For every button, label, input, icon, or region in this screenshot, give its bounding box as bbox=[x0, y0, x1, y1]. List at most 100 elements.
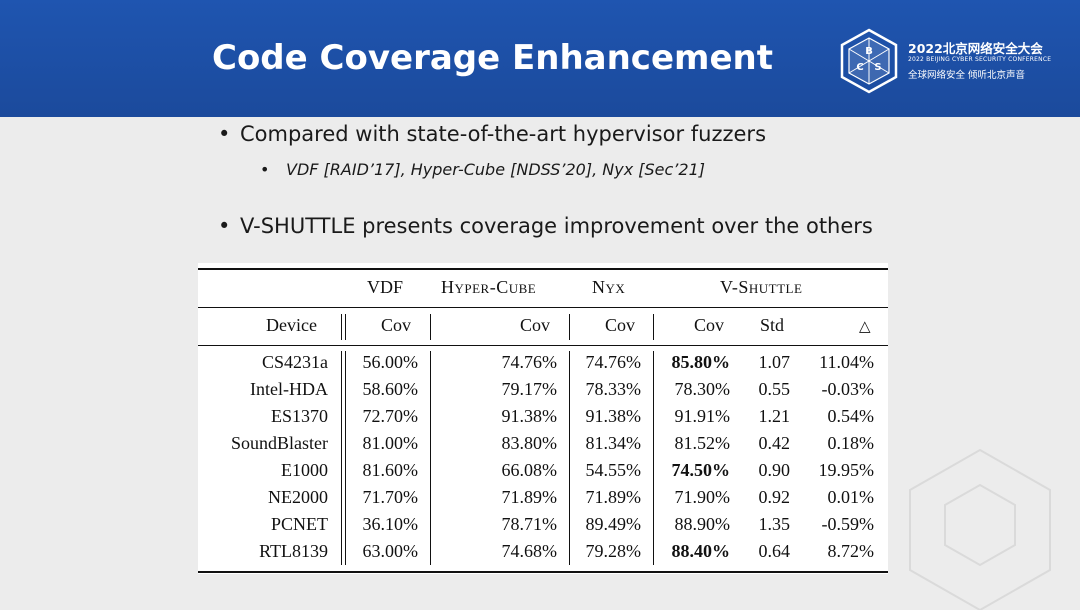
cell-device: NE2000 bbox=[268, 487, 328, 507]
cell-device: E1000 bbox=[281, 460, 328, 480]
vrule bbox=[341, 351, 342, 565]
cell-delta: -0.03% bbox=[821, 379, 875, 399]
bullet-marker: • bbox=[218, 122, 231, 146]
cell-device: SoundBlaster bbox=[231, 433, 328, 453]
header-vdf: VDF bbox=[367, 277, 404, 297]
vrule bbox=[430, 314, 431, 340]
vrule bbox=[569, 314, 570, 340]
header-hyper-cube: Hyper-Cube bbox=[441, 277, 537, 297]
decorative-hexagon-icon bbox=[909, 448, 1051, 610]
cell-device: Intel-HDA bbox=[250, 379, 328, 399]
cell-nyx-cov: 81.34% bbox=[585, 433, 642, 453]
cell-hc-cov: 71.89% bbox=[501, 487, 558, 507]
cell-vdf-cov: 71.70% bbox=[362, 487, 419, 507]
cell-hc-cov: 66.08% bbox=[501, 460, 558, 480]
col-std: Std bbox=[760, 315, 785, 335]
cell-delta: 8.72% bbox=[827, 541, 875, 561]
table-rule-top bbox=[198, 268, 888, 270]
col-device: Device bbox=[266, 315, 317, 335]
svg-text:B: B bbox=[865, 46, 873, 57]
cell-vdf-cov: 63.00% bbox=[362, 541, 419, 561]
cell-delta: 0.01% bbox=[827, 487, 875, 507]
col-nyx-cov: Cov bbox=[605, 315, 636, 335]
vrule bbox=[653, 314, 654, 340]
logo-cn-title: 2022北京网络安全大会 bbox=[908, 41, 1043, 56]
cell-vs-cov: 71.90% bbox=[674, 487, 731, 507]
cell-std: 0.64 bbox=[758, 541, 791, 561]
coverage-table: VDF Hyper-Cube Nyx V-Shuttle Device Cov … bbox=[198, 263, 888, 574]
col-hc-cov: Cov bbox=[520, 315, 551, 335]
cell-hc-cov: 91.38% bbox=[501, 406, 558, 426]
cell-nyx-cov: 54.55% bbox=[585, 460, 642, 480]
cell-delta: 11.04% bbox=[819, 352, 874, 372]
cell-nyx-cov: 78.33% bbox=[585, 379, 642, 399]
svg-text:S: S bbox=[874, 62, 881, 73]
cell-hc-cov: 74.68% bbox=[501, 541, 558, 561]
col-vs-cov: Cov bbox=[694, 315, 725, 335]
cell-delta: 0.18% bbox=[827, 433, 875, 453]
header-v-shuttle: V-Shuttle bbox=[720, 277, 803, 297]
cell-delta: 0.54% bbox=[827, 406, 875, 426]
cell-hc-cov: 78.71% bbox=[501, 514, 558, 534]
slide-header: Code Coverage Enhancement B C S 2022北京网络… bbox=[0, 0, 1080, 117]
cell-nyx-cov: 74.76% bbox=[585, 352, 642, 372]
vrule bbox=[345, 351, 346, 565]
cell-vs-cov: 88.90% bbox=[674, 514, 731, 534]
col-delta: △ bbox=[859, 319, 871, 335]
table-rule-subheader bbox=[198, 345, 888, 346]
cell-std: 0.92 bbox=[758, 487, 791, 507]
cell-delta: -0.59% bbox=[821, 514, 875, 534]
bullet-text: V-SHUTTLE presents coverage improvement … bbox=[240, 214, 873, 238]
cell-nyx-cov: 71.89% bbox=[585, 487, 642, 507]
cell-std: 0.55 bbox=[758, 379, 791, 399]
cell-device: PCNET bbox=[270, 514, 328, 534]
cell-vdf-cov: 36.10% bbox=[362, 514, 419, 534]
cell-std: 1.07 bbox=[758, 352, 791, 372]
cell-vs-cov: 81.52% bbox=[674, 433, 731, 453]
table-rule-header bbox=[198, 307, 888, 308]
cell-hc-cov: 83.80% bbox=[501, 433, 558, 453]
cell-vdf-cov: 81.00% bbox=[362, 433, 419, 453]
bullet-text: Compared with state-of-the-art hyperviso… bbox=[240, 122, 767, 146]
cell-device: RTL8139 bbox=[259, 541, 328, 561]
table-rule-bottom bbox=[198, 571, 888, 573]
cell-std: 1.35 bbox=[758, 514, 791, 534]
logo-en-title: 2022 BEIJING CYBER SECURITY CONFERENCE bbox=[908, 56, 1052, 63]
cell-vdf-cov: 58.60% bbox=[362, 379, 419, 399]
vrule bbox=[341, 314, 342, 340]
cell-vs-cov: 74.50% bbox=[671, 460, 731, 480]
vrule bbox=[345, 314, 346, 340]
header-nyx: Nyx bbox=[592, 277, 626, 297]
cell-vs-cov: 88.40% bbox=[671, 541, 731, 561]
cell-nyx-cov: 91.38% bbox=[585, 406, 642, 426]
cell-vs-cov: 85.80% bbox=[671, 352, 731, 372]
bullet-marker: • bbox=[260, 160, 270, 179]
svg-text:C: C bbox=[856, 62, 863, 73]
cell-nyx-cov: 79.28% bbox=[585, 541, 642, 561]
cell-vdf-cov: 72.70% bbox=[362, 406, 419, 426]
vrule bbox=[430, 351, 431, 565]
bullet-marker: • bbox=[218, 214, 231, 238]
cell-hc-cov: 74.76% bbox=[501, 352, 558, 372]
bullet-text: VDF [RAID’17], Hyper-Cube [NDSS’20], Nyx… bbox=[286, 160, 705, 179]
cell-delta: 19.95% bbox=[818, 460, 875, 480]
vrule bbox=[569, 351, 570, 565]
cell-vs-cov: 78.30% bbox=[674, 379, 731, 399]
cell-std: 0.90 bbox=[758, 460, 791, 480]
cell-std: 0.42 bbox=[758, 433, 791, 453]
bullet-vshuttle: • V-SHUTTLE presents coverage improvement… bbox=[218, 214, 873, 238]
conference-logo-icon: B C S bbox=[840, 28, 898, 94]
cell-hc-cov: 79.17% bbox=[501, 379, 558, 399]
cell-device: ES1370 bbox=[270, 406, 328, 426]
cell-vs-cov: 91.91% bbox=[674, 406, 731, 426]
vrule bbox=[653, 351, 654, 565]
cell-vdf-cov: 56.00% bbox=[362, 352, 419, 372]
cell-device: CS4231a bbox=[261, 352, 328, 372]
slide-title: Code Coverage Enhancement bbox=[212, 38, 773, 78]
col-vdf-cov: Cov bbox=[381, 315, 412, 335]
sub-bullet-fuzzers: • VDF [RAID’17], Hyper-Cube [NDSS’20], Ny… bbox=[260, 160, 705, 179]
cell-nyx-cov: 89.49% bbox=[585, 514, 642, 534]
cell-vdf-cov: 81.60% bbox=[362, 460, 419, 480]
cell-std: 1.21 bbox=[758, 406, 791, 426]
logo-slogan: 全球网络安全 倾听北京声音 bbox=[908, 70, 1026, 81]
